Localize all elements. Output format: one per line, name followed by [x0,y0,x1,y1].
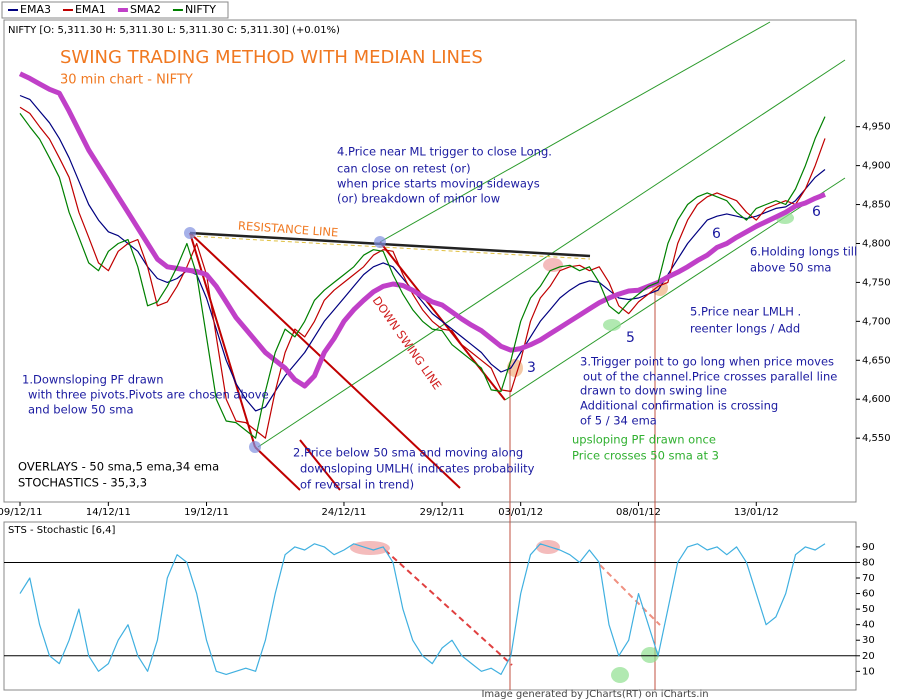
y-tick-label: 4,600 [862,394,891,405]
annotation: downsloping UMLH( indicates probability [300,462,535,476]
stochastic-line [19,543,826,675]
annotation: upsloping PF drawn once [572,433,716,447]
y-tick-label: 4,900 [862,161,891,172]
y-tick-label: 40 [862,620,875,631]
annotation: Price crosses 50 sma at 3 [572,449,719,463]
footer: Image generated by JCharts(RT) on iChart… [481,689,708,700]
stoch-divergence [599,564,661,626]
stoch-divergence [384,549,513,666]
y-tick-label: 10 [862,666,875,677]
annotation: when price starts moving sideways [337,177,540,191]
annotation: drawn to down swing line [580,384,727,398]
highlight [603,319,621,331]
highlight [611,667,629,683]
annotation: 2.Price below 50 sma and moving along [293,446,523,460]
highlight [536,540,560,554]
series-line [18,71,826,389]
y-tick-label: 4,550 [862,433,891,444]
y-tick-label: 4,650 [862,355,891,366]
annotation: out of the channel.Price crosses paralle… [583,370,837,384]
annotation: 3.Trigger point to go long when price mo… [580,355,834,369]
wave-label: 3 [527,360,536,376]
y-tick-label: 4,750 [862,277,891,288]
parallel-line [299,439,341,491]
annotation: with three pivots.Pivots are chosen abov… [28,388,269,402]
annotation: above 50 sma [750,261,831,275]
annotation: and below 50 sma [28,403,134,417]
y-tick-label: 4,800 [862,238,891,249]
info-bar: NIFTY [O: 5,311.30 H: 5,311.30 L: 5,311.… [8,25,340,36]
legend-box [1,1,229,19]
series-line [19,94,826,412]
legend-label: EMA3 [20,3,51,16]
series-line [19,106,826,439]
annotation: 4.Price near ML trigger to close Long. [337,145,552,159]
pivot [184,227,196,239]
x-tick-label: 13/01/12 [734,507,779,518]
y-tick-label: 80 [862,557,875,568]
annotation: of reversal in trend) [300,478,414,492]
x-tick-label: 24/12/11 [322,507,367,518]
stochastic-panel [3,521,857,691]
wave-label: 5 [626,330,635,346]
chart-subtitle: 30 min chart - NIFTY [60,73,193,88]
chart-title: SWING TRADING METHOD WITH MEDIAN LINES [60,47,483,68]
stochastic-title: STS - Stochastic [6,4] [8,525,116,536]
annotation: RESISTANCE LINE [238,219,339,240]
y-tick-label: 4,950 [862,122,891,133]
annotation: 5.Price near LMLH . [690,305,801,319]
resistance-line-shadow [189,235,591,260]
legend-label: EMA1 [75,3,106,16]
highlight [507,359,523,377]
y-tick-label: 30 [862,635,875,646]
legend-label: NIFTY [185,3,216,16]
legend-label: SMA2 [130,3,161,16]
pivot [374,236,386,248]
y-tick-label: 50 [862,604,875,615]
wave-label: 6 [712,226,721,242]
median-line-upper [379,21,771,243]
y-tick-label: 20 [862,651,875,662]
down-median-line [189,232,461,489]
annotation: Additional confirmation is crossing [580,399,778,413]
y-tick-label: 60 [862,589,875,600]
lower-line [254,446,301,491]
highlight [641,647,659,663]
annotation: of 5 / 34 ema [580,414,657,428]
highlight [543,258,563,272]
x-tick-label: 14/12/11 [86,507,131,518]
x-tick-label: 19/12/11 [184,507,229,518]
resistance-line [189,231,591,258]
annotation: reenter longs / Add [690,322,800,336]
y-tick-label: 4,700 [862,316,891,327]
annotation: can close on retest (or) [337,162,471,176]
price-panel [3,19,857,503]
annotation: 6.Holding longs till [750,245,857,259]
x-tick-label: 03/01/12 [498,507,543,518]
annotation: (or) breakdown of minor low [337,192,500,206]
annotation: STOCHASTICS - 35,3,3 [18,476,147,490]
pivot [249,441,261,453]
x-tick-label: 29/12/11 [420,507,465,518]
annotation: 1.Downsloping PF drawn [22,373,164,387]
series-line [19,113,826,439]
annotation: OVERLAYS - 50 sma,5 ema,34 ema [18,460,219,474]
y-tick-label: 90 [862,542,875,553]
x-tick-label: 09/12/11 [0,507,42,518]
wave-label: 6 [812,204,821,220]
x-tick-label: 08/01/12 [616,507,661,518]
y-tick-label: 70 [862,573,875,584]
highlight [350,541,390,555]
pivot-line [189,232,256,448]
y-tick-label: 4,850 [862,200,891,211]
